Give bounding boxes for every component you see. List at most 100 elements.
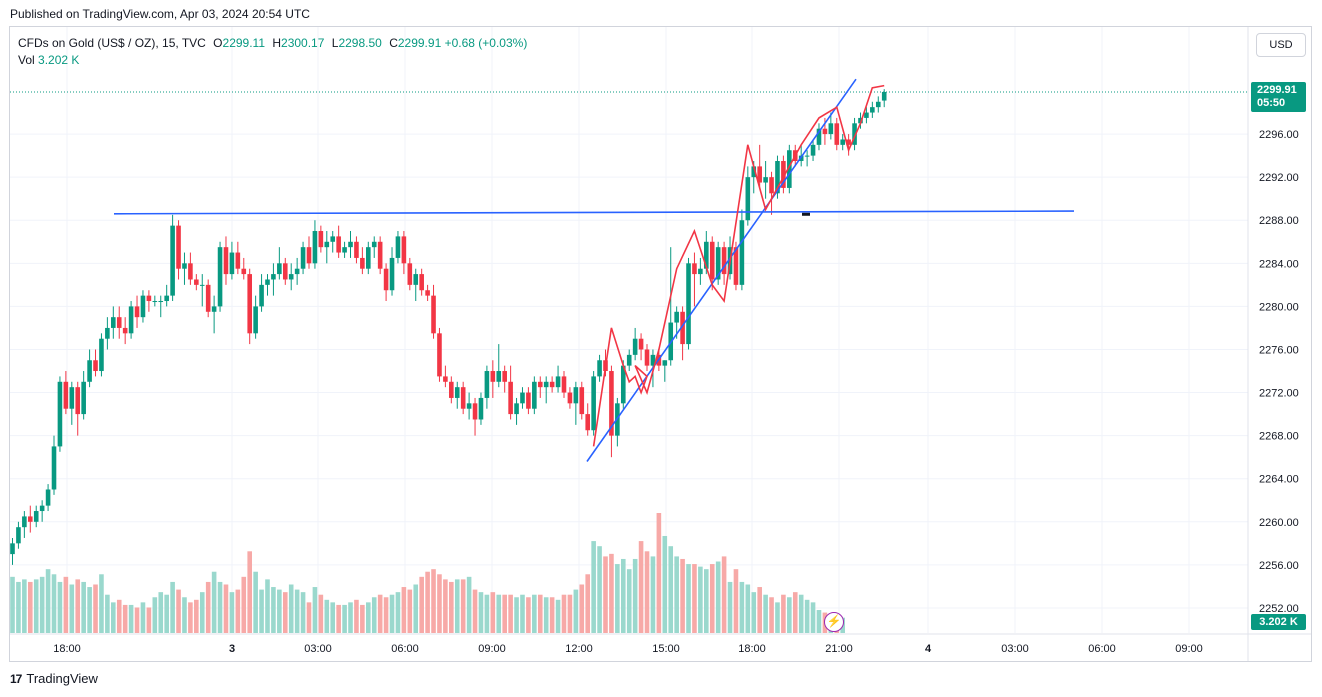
volume-bar <box>561 594 567 633</box>
candle-body <box>864 112 869 118</box>
candle-body <box>466 403 472 409</box>
candle-body <box>211 306 217 312</box>
volume-bar <box>318 594 324 633</box>
candle-body <box>520 392 525 404</box>
candle-body <box>33 511 39 522</box>
time-tick-label: 09:00 <box>1175 643 1203 655</box>
volume-bar <box>674 556 679 633</box>
volume-bar <box>425 571 430 633</box>
candle-body <box>241 268 247 275</box>
volume-bar <box>638 541 644 633</box>
volume-bar <box>312 587 318 633</box>
volume-badge: 3.202 K <box>1251 614 1306 630</box>
volume-bar <box>775 602 780 633</box>
candle-body <box>532 381 537 409</box>
candle-body <box>158 301 164 303</box>
horizontal-trendline[interactable] <box>113 210 1075 215</box>
candle-body <box>561 376 567 393</box>
candle-body <box>27 516 33 522</box>
volume-bar <box>271 587 276 633</box>
volume-bar <box>615 564 620 633</box>
volume-bar <box>792 592 798 633</box>
candle-body <box>620 365 626 404</box>
candle-body <box>810 144 816 156</box>
volume-bar <box>739 581 745 633</box>
candle-body <box>330 236 336 242</box>
price-tick-label: 2256.00 <box>1259 560 1299 572</box>
change-value: +0.68 (+0.03%) <box>444 36 528 50</box>
volume-bar <box>526 597 531 633</box>
currency-button[interactable]: USD <box>1256 33 1306 57</box>
volume-bar <box>194 599 199 633</box>
volume-bar <box>75 579 81 633</box>
candle-body <box>828 123 834 135</box>
bar-countdown: 05:50 <box>1257 97 1286 109</box>
candle-body <box>170 225 175 296</box>
volume-bar <box>591 541 596 633</box>
candle-body <box>75 387 81 415</box>
candle-body <box>692 263 697 275</box>
volume-bar <box>10 576 15 633</box>
time-tick-label: 18:00 <box>738 643 766 655</box>
candle-body <box>288 274 294 280</box>
candle-body <box>585 414 591 431</box>
volume-bar <box>579 584 585 633</box>
candle-body <box>567 392 573 404</box>
price-axis[interactable]: 2296.00 2292.00 2288.00 2284.00 2280.00 2276.… <box>1259 129 1299 615</box>
candle-body <box>650 354 656 366</box>
candle-body <box>449 381 454 398</box>
time-tick-label: 12:00 <box>565 643 593 655</box>
candle-body <box>152 301 158 303</box>
candle-body <box>490 371 496 382</box>
zigzag-pattern[interactable] <box>592 84 885 447</box>
volume-bar <box>680 558 685 633</box>
volume-label[interactable]: Vol <box>18 53 35 67</box>
candle-body <box>508 381 513 415</box>
volume-bar <box>265 579 270 633</box>
footer-brand[interactable]: TradingView <box>26 671 98 686</box>
candle-body <box>229 252 235 275</box>
volume-bar <box>229 592 235 633</box>
volume-bar <box>573 589 579 633</box>
candle-body <box>549 381 555 388</box>
volume-bar <box>188 602 193 633</box>
candle-body <box>366 247 371 269</box>
candle-body <box>348 241 353 248</box>
candle-body <box>721 247 727 275</box>
price-tick-label: 2268.00 <box>1259 431 1299 443</box>
volume-bar <box>543 597 549 633</box>
candle-body <box>93 360 98 372</box>
candle-body <box>822 128 828 135</box>
volume-bar <box>140 602 146 633</box>
volume-bar <box>199 592 205 633</box>
volume-bar <box>63 576 69 633</box>
symbol-title[interactable]: CFDs on Gold (US$ / OZ), 15, TVC <box>18 36 206 50</box>
ascending-trendline[interactable] <box>586 78 857 462</box>
drawings[interactable] <box>113 78 1075 462</box>
volume-bar <box>342 604 347 633</box>
volume-bar <box>733 569 739 633</box>
candle-body <box>271 274 276 280</box>
candle-body <box>336 236 341 253</box>
candle-body <box>852 123 857 145</box>
candle-body <box>318 231 324 248</box>
candle-body <box>407 263 413 285</box>
volume-bar <box>170 581 175 633</box>
candle-body <box>419 274 424 291</box>
candle-body <box>680 311 685 345</box>
candle-body <box>644 349 650 366</box>
lightning-icon[interactable]: ⚡ <box>824 612 844 632</box>
chart-legend: CFDs on Gold (US$ / OZ), 15, TVC O2299.1… <box>18 35 527 69</box>
volume-bar <box>247 551 252 633</box>
volume-bar <box>662 535 668 633</box>
volume-bar <box>134 607 140 633</box>
candle-body <box>443 376 448 382</box>
time-tick-label: 06:00 <box>1088 643 1116 655</box>
candle-body <box>472 403 478 420</box>
volume-bar <box>656 513 662 633</box>
price-tick-label: 2272.00 <box>1259 388 1299 400</box>
candle-body <box>182 263 187 269</box>
volume-bar <box>294 589 300 633</box>
time-axis[interactable]: 18:00 3 03:00 06:00 09:00 12:00 15:00 18:00 21:0… <box>53 643 1203 655</box>
price-chart[interactable]: 2296.00 2292.00 2288.00 2284.00 2280.00 2276.… <box>10 27 1311 661</box>
